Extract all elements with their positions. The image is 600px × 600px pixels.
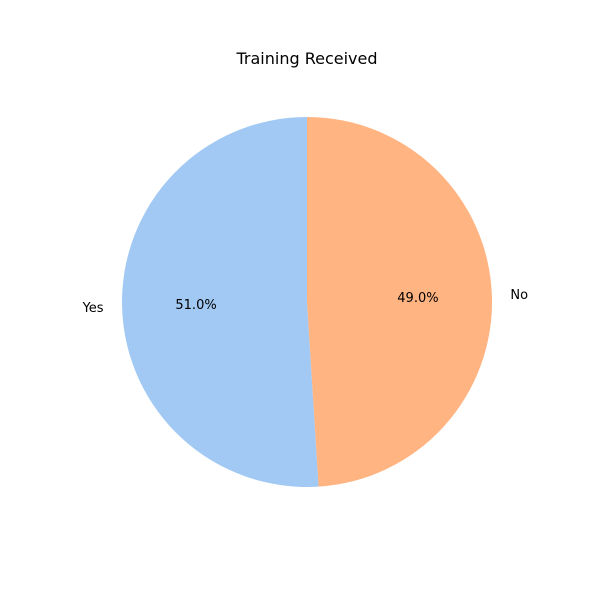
pie-slice-no (307, 117, 493, 487)
chart-title: Training Received (235, 49, 377, 68)
slice-percent-yes: 51.0% (175, 298, 216, 313)
slice-label-no: No (510, 288, 528, 303)
pie-labels: Yes 51.0% No 49.0% (82, 288, 529, 316)
slice-percent-no: 49.0% (397, 291, 438, 306)
slice-label-yes: Yes (82, 301, 104, 316)
pie-slice-yes (122, 117, 319, 487)
pie-slices (122, 117, 493, 487)
